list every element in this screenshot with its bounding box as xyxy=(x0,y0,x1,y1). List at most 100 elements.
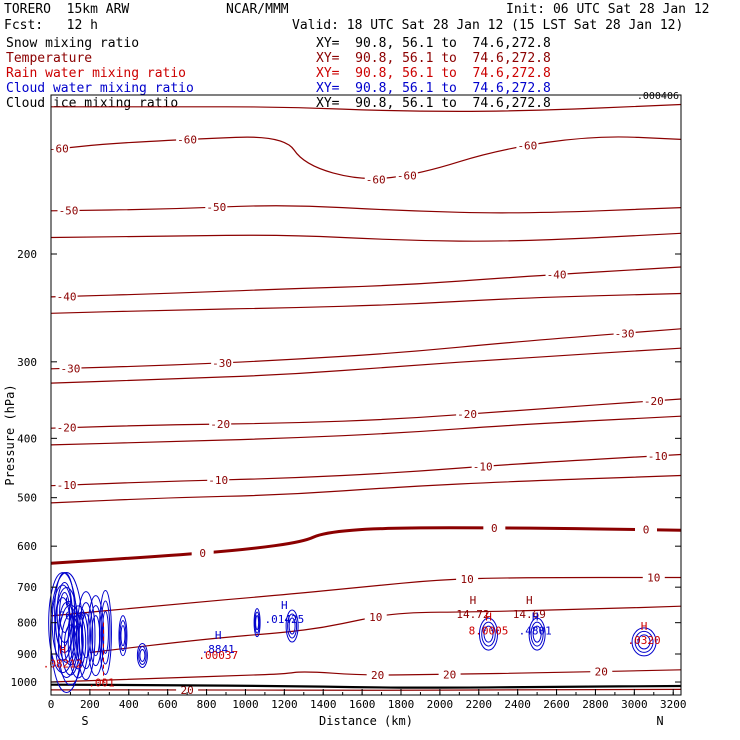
cloud-water-contour xyxy=(78,602,94,670)
isotherm-label-bg xyxy=(55,478,78,492)
x-tick-label: 1600 xyxy=(349,698,376,711)
isotherm-line xyxy=(51,453,681,487)
field-xy: XY= 90.8, 56.1 to 74.6,272.8 xyxy=(316,66,551,81)
isotherm-label: 20 xyxy=(443,668,456,681)
field-name: Cloud water mixing ratio xyxy=(6,81,194,96)
max-marker-value: .00037 xyxy=(198,649,238,662)
max-marker-h: H xyxy=(641,620,648,633)
x-tick-label: 800 xyxy=(197,698,217,711)
cloud-water-contour xyxy=(98,589,112,675)
max-marker-value: .001 xyxy=(88,677,115,690)
max-marker-h: H xyxy=(532,610,539,623)
isotherm-label: 10 xyxy=(460,573,473,586)
x-tick-label: 2000 xyxy=(427,698,454,711)
cloud-water-contour xyxy=(50,571,84,693)
isotherm-label-bg xyxy=(483,520,506,534)
isotherm-line xyxy=(51,328,681,370)
isotherm-line xyxy=(51,526,681,565)
isotherm-line xyxy=(51,347,681,384)
max-marker-h: H xyxy=(281,599,288,612)
forecast-hour: Fcst: 12 h xyxy=(4,18,98,33)
max-marker-value: 14.72 xyxy=(456,608,489,621)
max-marker-value: .8841 xyxy=(202,643,235,656)
max-marker-h: H xyxy=(65,596,72,609)
cloud-water-contour xyxy=(481,621,496,647)
cloud-water-contour xyxy=(59,592,71,634)
valid-time: Valid: 18 UTC Sat 28 Jan 12 (15 LST Sat … xyxy=(292,18,684,33)
isotherm-label-bg xyxy=(364,172,387,186)
isotherm-label: 0 xyxy=(491,522,498,535)
cloud-water-contour xyxy=(285,609,299,643)
x-tick-label: 2800 xyxy=(582,698,609,711)
north-label: N xyxy=(656,714,663,728)
isotherm-line xyxy=(89,605,681,654)
cloud-water-contour xyxy=(81,613,91,659)
field-name: Snow mixing ratio xyxy=(6,36,140,51)
cloud-water-contour xyxy=(254,611,260,634)
isotherm-line xyxy=(51,103,681,113)
south-label: S xyxy=(81,714,88,728)
max-marker-value: .01425 xyxy=(264,613,304,626)
x-axis-label: Distance (km) xyxy=(319,714,413,728)
isotherm-line xyxy=(51,576,681,617)
isotherm-label: -10 xyxy=(648,450,668,463)
init-time: Init: 06 UTC Sat 28 Jan 12 xyxy=(506,2,710,17)
cloud-water-contour xyxy=(89,605,103,667)
isotherm-label-bg xyxy=(635,522,657,536)
isotherm-label-bg xyxy=(646,448,669,462)
isotherm-label-bg xyxy=(590,664,613,678)
isotherm-label-bg xyxy=(613,326,636,340)
x-tick-label: 0 xyxy=(48,698,55,711)
isotherm-label: 10 xyxy=(369,611,382,624)
cloud-water-contour xyxy=(530,621,544,647)
x-tick-label: 1800 xyxy=(388,698,415,711)
y-tick-label: 800 xyxy=(17,617,37,630)
isotherm-label-bg xyxy=(456,571,479,585)
x-tick-label: 3000 xyxy=(621,698,648,711)
y-tick-label: 900 xyxy=(17,648,37,661)
cloud-water-contour xyxy=(138,645,147,665)
cloud-water-contours xyxy=(48,571,657,693)
isotherm-line xyxy=(51,398,681,429)
isotherm-line xyxy=(51,292,681,314)
isotherm-label: -20 xyxy=(457,408,477,421)
field-xy: XY= 90.8, 56.1 to 74.6,272.8 xyxy=(316,51,551,66)
cloud-water-contour xyxy=(634,630,654,653)
isotherm-label-bg xyxy=(471,459,494,473)
isotherm-label: 20 xyxy=(595,666,608,679)
surface-line xyxy=(51,683,681,689)
isotherm-line xyxy=(51,205,681,214)
cloud-water-contour xyxy=(136,642,148,668)
y-tick-label: 500 xyxy=(17,492,37,505)
isotherm-label-bg xyxy=(205,200,228,214)
max-marker-h: H xyxy=(470,594,477,607)
isotherm-label: 20 xyxy=(180,684,193,697)
isotherm-label-bg xyxy=(438,667,461,681)
max-markers: H.7628H.08212H.8841.00037H.01425H14.72H1… xyxy=(43,594,661,690)
cloud-water-contour xyxy=(118,615,128,657)
isotherm-label-bg xyxy=(55,289,78,303)
field-xy: XY= 90.8, 56.1 to 74.6,272.8 xyxy=(316,36,551,51)
y-axis-label: Pressure (hPa) xyxy=(3,384,17,485)
isotherm-label-bg xyxy=(207,472,230,486)
x-tick-label: 2600 xyxy=(543,698,570,711)
max-marker-h: H xyxy=(526,594,533,607)
cloud-water-contour xyxy=(253,608,261,638)
x-tick-label: 2400 xyxy=(504,698,531,711)
max-marker-h: H xyxy=(485,610,492,623)
y-tick-label: 300 xyxy=(17,356,37,369)
cloud-water-contour xyxy=(120,625,126,647)
isotherm-label-bg xyxy=(191,546,214,560)
y-tick-label: 700 xyxy=(17,581,37,594)
y-tick-label: 600 xyxy=(17,540,37,553)
isotherm-label-bg xyxy=(545,267,568,281)
isotherm-label-bg xyxy=(57,203,80,217)
temperature-contours: -60 -60 -60 -60 -60 -50 -50 -40 -40 -30 -30 -30 -20 -… xyxy=(51,103,681,697)
max-marker-value: .08212 xyxy=(43,658,83,671)
isotherm-label: -50 xyxy=(206,201,226,214)
isotherm-label: 10 xyxy=(647,571,660,584)
x-tick-label: 1200 xyxy=(271,698,298,711)
x-tick-label: 1000 xyxy=(232,698,259,711)
max-marker-value: 14.69 xyxy=(513,608,546,621)
cloud-water-contour xyxy=(139,648,146,662)
